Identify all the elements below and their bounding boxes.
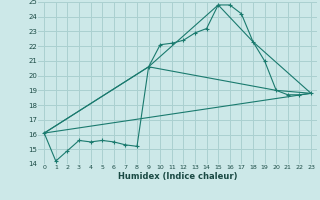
X-axis label: Humidex (Indice chaleur): Humidex (Indice chaleur) (118, 172, 237, 181)
